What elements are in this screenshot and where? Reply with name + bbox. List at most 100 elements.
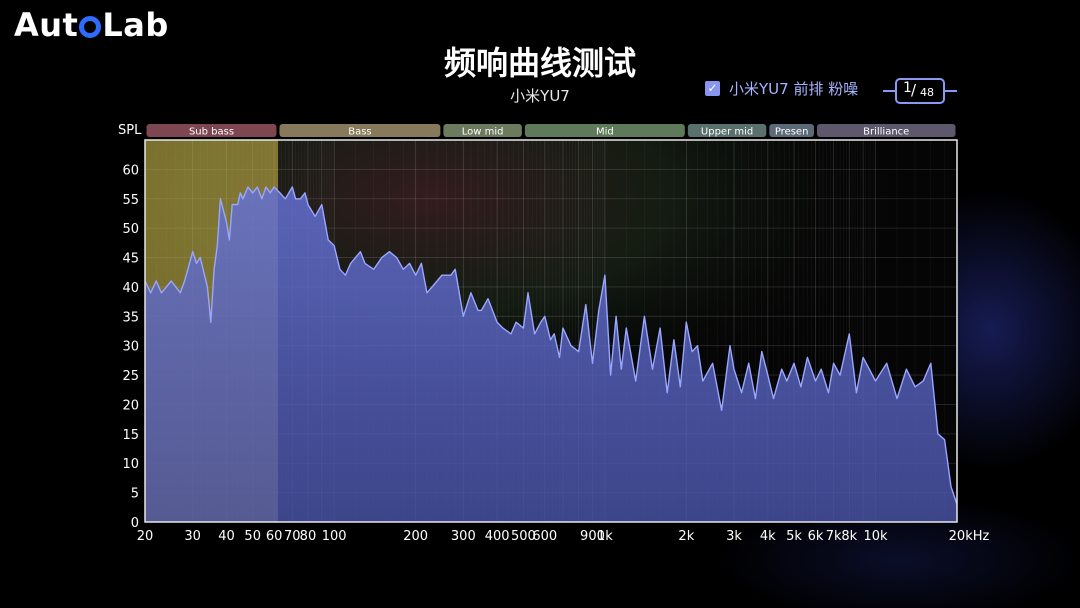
series-point bbox=[944, 439, 946, 441]
band-label: Presen bbox=[775, 127, 809, 138]
series-point bbox=[355, 256, 357, 259]
y-tick-label: 40 bbox=[122, 281, 139, 296]
legend-item[interactable]: ✓ 小米YU7 前排 粉噪 bbox=[705, 78, 858, 99]
series-point bbox=[711, 362, 714, 364]
series-point bbox=[273, 186, 275, 188]
series-point bbox=[426, 292, 428, 294]
series-point bbox=[754, 397, 757, 400]
series-point bbox=[450, 274, 452, 276]
series-point bbox=[462, 315, 464, 317]
series-point bbox=[175, 286, 177, 288]
series-point bbox=[314, 215, 316, 217]
series-point bbox=[832, 362, 835, 364]
band-header bbox=[279, 124, 441, 137]
y-tick-label: 35 bbox=[122, 310, 139, 325]
series-point bbox=[914, 386, 916, 388]
series-point bbox=[527, 292, 529, 294]
series-point bbox=[848, 333, 850, 335]
series-point bbox=[436, 280, 438, 282]
series-point bbox=[578, 350, 580, 353]
series-point bbox=[937, 433, 939, 435]
series-point bbox=[522, 327, 524, 329]
series-point bbox=[364, 262, 366, 265]
series-point bbox=[183, 280, 186, 282]
x-tick-label: 80 bbox=[300, 529, 317, 544]
series-point bbox=[781, 368, 783, 370]
series-point bbox=[155, 280, 157, 282]
x-tick-label: 1k bbox=[597, 529, 613, 544]
series-point bbox=[855, 392, 858, 394]
series-point bbox=[441, 274, 443, 276]
page-indicator[interactable]: 1 / 48 bbox=[883, 78, 957, 104]
autolab-logo: Aut Lab bbox=[14, 6, 169, 44]
series-point bbox=[454, 268, 456, 270]
series-point bbox=[304, 192, 306, 194]
series-point bbox=[793, 362, 795, 364]
plot-frame bbox=[144, 139, 958, 523]
series-point bbox=[685, 321, 687, 323]
series-point bbox=[767, 374, 769, 376]
y-axis-label: SPL bbox=[118, 123, 142, 138]
series-point bbox=[265, 186, 267, 188]
series-point bbox=[321, 204, 323, 206]
logo-text-1: Aut bbox=[14, 6, 79, 44]
series-point bbox=[225, 221, 228, 223]
page-title: 频响曲线测试 bbox=[443, 44, 636, 82]
series-point bbox=[373, 268, 375, 270]
series-point bbox=[170, 280, 172, 282]
series-point bbox=[922, 380, 924, 382]
series-point bbox=[213, 268, 215, 270]
series-point bbox=[388, 251, 391, 253]
series-point bbox=[814, 380, 817, 382]
x-tick-label: 8k bbox=[841, 529, 857, 544]
series-point bbox=[239, 192, 241, 194]
series-point bbox=[470, 292, 472, 294]
y-tick-label: 60 bbox=[122, 163, 139, 178]
y-tick-label: 15 bbox=[122, 428, 139, 443]
series-point bbox=[659, 327, 661, 329]
series-point bbox=[553, 333, 555, 335]
series-line bbox=[144, 186, 958, 505]
x-tick-label: 20kHz bbox=[949, 529, 990, 544]
x-tick-label: 40 bbox=[218, 529, 235, 544]
x-tick-label: 500 bbox=[511, 529, 536, 544]
series-point bbox=[402, 268, 404, 270]
series-point bbox=[294, 198, 297, 200]
series-point bbox=[206, 286, 208, 288]
series-point bbox=[839, 374, 841, 376]
series-point bbox=[570, 345, 572, 347]
series-point bbox=[558, 356, 561, 359]
series-point bbox=[806, 356, 808, 359]
series-point bbox=[237, 204, 239, 206]
series-point bbox=[862, 356, 864, 359]
series-point bbox=[896, 397, 898, 400]
series-point bbox=[291, 186, 293, 188]
band-label: Brilliance bbox=[863, 127, 909, 138]
legend-checkbox-icon[interactable]: ✓ bbox=[705, 81, 720, 96]
series-point bbox=[615, 315, 617, 317]
series-point bbox=[733, 368, 735, 370]
series-point bbox=[786, 380, 788, 382]
series-point bbox=[247, 186, 249, 188]
series-point bbox=[510, 333, 512, 335]
series-point bbox=[740, 392, 743, 394]
series-point bbox=[820, 368, 822, 370]
band-label: Bass bbox=[348, 127, 371, 138]
series-point bbox=[496, 321, 498, 323]
series-point bbox=[515, 321, 517, 323]
pager-line-right bbox=[943, 90, 957, 92]
series-point bbox=[195, 262, 198, 265]
series-point bbox=[540, 321, 542, 323]
band-header bbox=[443, 124, 522, 137]
series-point bbox=[827, 392, 830, 394]
series-point bbox=[415, 274, 417, 276]
x-tick-label: 300 bbox=[451, 529, 476, 544]
series-point bbox=[533, 333, 536, 335]
logo-o-ring-icon bbox=[79, 16, 102, 38]
series-point bbox=[591, 362, 594, 364]
y-tick-label: 45 bbox=[122, 252, 139, 267]
pager-slash: / bbox=[911, 81, 917, 99]
series-point bbox=[359, 251, 362, 253]
band-header bbox=[816, 124, 956, 137]
